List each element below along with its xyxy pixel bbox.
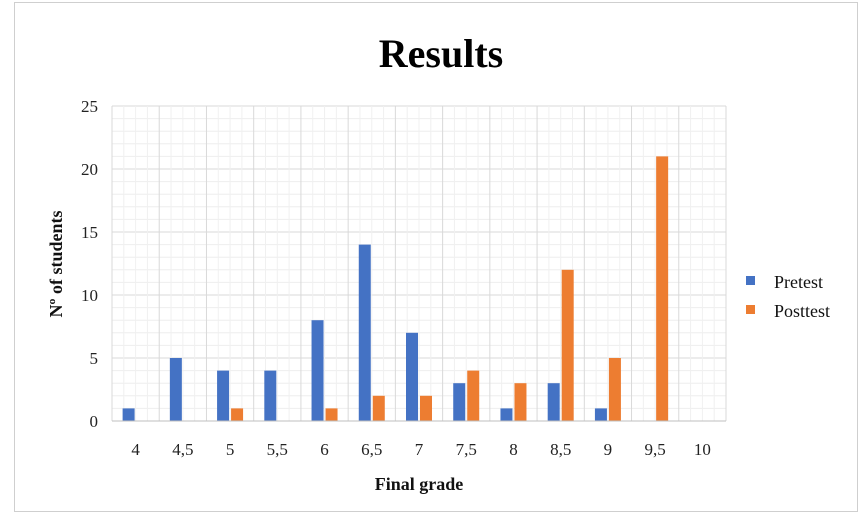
y-tick-label: 25 bbox=[81, 97, 98, 116]
legend-label-posttest: Posttest bbox=[774, 301, 830, 321]
bars bbox=[122, 156, 669, 421]
bar-posttest-6,5 bbox=[372, 395, 385, 421]
x-tick-label: 4,5 bbox=[172, 440, 193, 459]
bar-posttest-8,5 bbox=[561, 269, 574, 421]
bar-posttest-7,5 bbox=[467, 370, 480, 421]
bar-posttest-9 bbox=[608, 358, 621, 421]
y-tick-label: 5 bbox=[90, 349, 99, 368]
bar-posttest-9,5 bbox=[656, 156, 669, 421]
bar-pretest-5,5 bbox=[264, 370, 277, 421]
x-tick-label: 6 bbox=[320, 440, 329, 459]
bar-pretest-6 bbox=[311, 320, 324, 421]
y-axis-title: Nº of students bbox=[46, 211, 66, 318]
bar-pretest-8,5 bbox=[547, 383, 560, 421]
x-tick-label: 7 bbox=[415, 440, 424, 459]
y-tick-label: 0 bbox=[90, 412, 99, 431]
x-tick-label: 5,5 bbox=[267, 440, 288, 459]
legend-label-pretest: Pretest bbox=[774, 272, 823, 292]
x-tick-label: 6,5 bbox=[361, 440, 382, 459]
x-tick-label: 9 bbox=[604, 440, 613, 459]
legend-swatch-pretest bbox=[746, 276, 755, 285]
legend-swatch-posttest bbox=[746, 305, 755, 314]
x-axis-title: Final grade bbox=[375, 474, 464, 494]
y-tick-label: 15 bbox=[81, 223, 98, 242]
x-tick-label: 7,5 bbox=[456, 440, 477, 459]
x-tick-label: 8,5 bbox=[550, 440, 571, 459]
bar-pretest-8 bbox=[500, 408, 513, 421]
x-tick-label: 4 bbox=[131, 440, 140, 459]
y-tick-label: 10 bbox=[81, 286, 98, 305]
x-tick-label: 5 bbox=[226, 440, 235, 459]
x-tick-label: 10 bbox=[694, 440, 711, 459]
x-axis-ticks: 4 4,5 5 5,5 6 6,5 7 7,5 8 8,5 9 9,5 10 bbox=[131, 440, 711, 459]
bar-pretest-9 bbox=[594, 408, 607, 421]
y-tick-label: 20 bbox=[81, 160, 98, 179]
bar-pretest-4 bbox=[122, 408, 135, 421]
bar-posttest-6 bbox=[325, 408, 338, 421]
bar-posttest-5 bbox=[231, 408, 244, 421]
bar-pretest-7 bbox=[406, 332, 418, 421]
y-axis-ticks: 0 5 10 15 20 25 bbox=[81, 97, 98, 431]
bar-pretest-5 bbox=[217, 370, 230, 421]
bar-posttest-8 bbox=[514, 383, 527, 421]
legend: Pretest Posttest bbox=[746, 272, 830, 321]
chart-title: Results bbox=[379, 31, 503, 76]
x-tick-label: 9,5 bbox=[645, 440, 666, 459]
bar-pretest-4,5 bbox=[169, 358, 182, 421]
bar-pretest-6,5 bbox=[358, 244, 371, 421]
grid-lines bbox=[111, 105, 727, 422]
x-tick-label: 8 bbox=[509, 440, 518, 459]
bar-posttest-7 bbox=[420, 395, 432, 421]
bar-pretest-7,5 bbox=[453, 383, 466, 421]
